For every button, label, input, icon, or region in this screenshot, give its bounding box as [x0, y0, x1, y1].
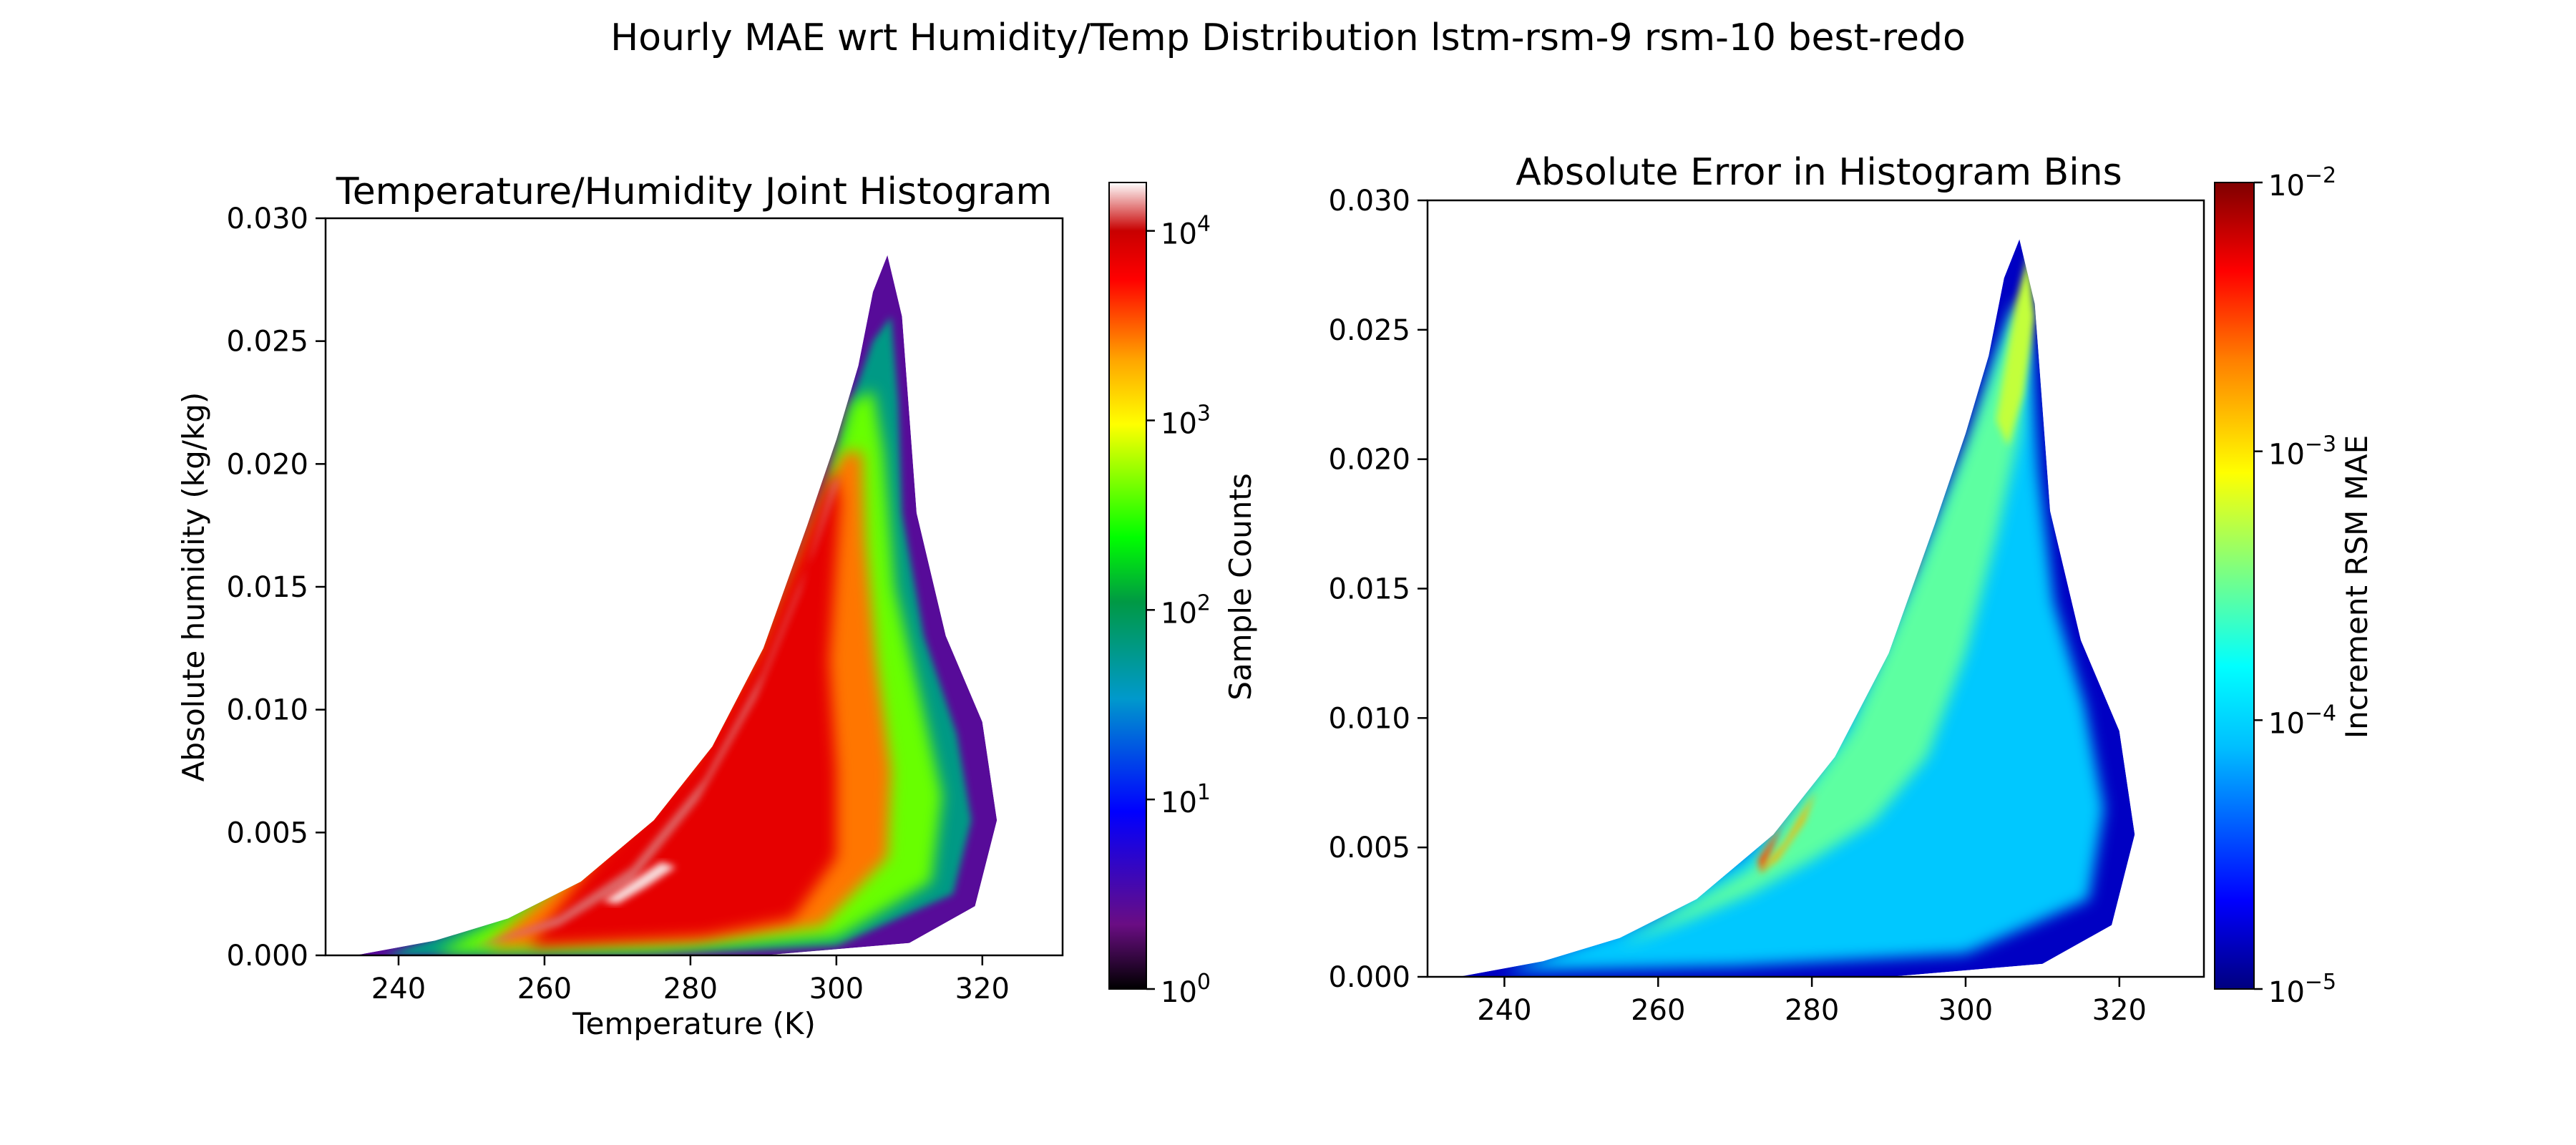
right-x-tick-label: 320	[2092, 994, 2147, 1027]
left-heat-peak	[602, 862, 676, 904]
left-y-tick-label: 0.005	[226, 817, 308, 849]
right-x-tick-label: 280	[1785, 994, 1839, 1027]
right-colorbar-tick-label: 10−5	[2268, 970, 2336, 1009]
right-colorbar-ticks: 10−5 10−4 10−3 10−2	[2254, 163, 2336, 1009]
right-y-tick-label: 0.030	[1328, 185, 1410, 218]
left-colorbar-label: Sample Counts	[1223, 473, 1258, 700]
right-plot-title: Absolute Error in Histogram Bins	[1516, 151, 2122, 194]
left-y-tick-label: 0.010	[226, 694, 308, 727]
left-x-axis-label: Temperature (K)	[572, 1006, 816, 1041]
right-y-tick-label: 0.010	[1328, 702, 1410, 735]
right-heat-inner	[1996, 252, 2035, 447]
left-y-tick-label: 0.030	[226, 203, 308, 235]
left-heatmap-region	[354, 255, 997, 955]
right-x-tick-label: 240	[1477, 994, 1531, 1027]
left-heat-core	[530, 469, 840, 946]
right-colorbar-tick-label: 10−2	[2268, 163, 2336, 203]
right-colorbar	[2214, 182, 2255, 990]
left-y-tick-label: 0.000	[226, 940, 308, 973]
left-colorbar-tick-label: 100	[1161, 970, 1211, 1009]
left-x-tick-label: 320	[955, 973, 1010, 1005]
right-x-tick-label: 300	[1938, 994, 1993, 1027]
right-colorbar-tick-label: 10−4	[2268, 701, 2336, 740]
left-x-ticks: 240 260 280 300 320	[371, 955, 1010, 1005]
left-colorbar-tick-label: 104	[1161, 212, 1211, 251]
left-y-ticks: 0.000 0.005 0.010 0.015 0.020 0.025 0.030	[226, 203, 326, 973]
left-y-tick-label: 0.025	[226, 326, 308, 359]
right-y-ticks: 0.000 0.005 0.010 0.015 0.020 0.025 0.030	[1328, 185, 1428, 994]
right-colorbar-tick-label: 10−3	[2268, 432, 2336, 472]
right-x-ticks: 240 260 280 300 320	[1477, 977, 2147, 1027]
left-x-tick-label: 300	[809, 973, 864, 1005]
right-y-tick-label: 0.025	[1328, 314, 1410, 347]
right-y-tick-label: 0.005	[1328, 832, 1410, 864]
figure-suptitle: Hourly MAE wrt Humidity/Temp Distributio…	[610, 16, 1966, 59]
right-heat-middle	[1619, 298, 2027, 946]
left-colorbar	[1108, 182, 1147, 990]
right-heat-ridge	[1757, 542, 1923, 874]
left-colorbar-tick-label: 103	[1161, 401, 1211, 440]
right-y-tick-label: 0.020	[1328, 444, 1410, 477]
left-colorbar-ticks: 100 101 102 103 104	[1146, 212, 1211, 1009]
left-plot-title: Temperature/Humidity Joint Histogram	[336, 170, 1052, 213]
right-x-tick-label: 260	[1631, 994, 1685, 1027]
right-y-tick-label: 0.000	[1328, 961, 1410, 994]
left-y-tick-label: 0.020	[226, 448, 308, 481]
left-panel: Temperature/Humidity Joint Histogram 240…	[176, 170, 1258, 1041]
left-colorbar-tick-label: 101	[1161, 780, 1211, 819]
right-panel: Absolute Error in Histogram Bins 240 260 2…	[1328, 151, 2374, 1027]
right-colorbar-label: Increment RSM MAE	[2339, 435, 2374, 739]
left-y-tick-label: 0.015	[226, 571, 308, 604]
left-x-tick-label: 260	[517, 973, 572, 1005]
left-x-tick-label: 240	[371, 973, 426, 1005]
right-heat-outer	[1504, 303, 2104, 972]
left-colorbar-tick-label: 102	[1161, 590, 1211, 630]
right-y-tick-label: 0.015	[1328, 573, 1410, 606]
left-x-tick-label: 280	[663, 973, 718, 1005]
right-heatmap-region	[1458, 239, 2135, 977]
left-y-axis-label: Absolute humidity (kg/kg)	[176, 392, 211, 782]
